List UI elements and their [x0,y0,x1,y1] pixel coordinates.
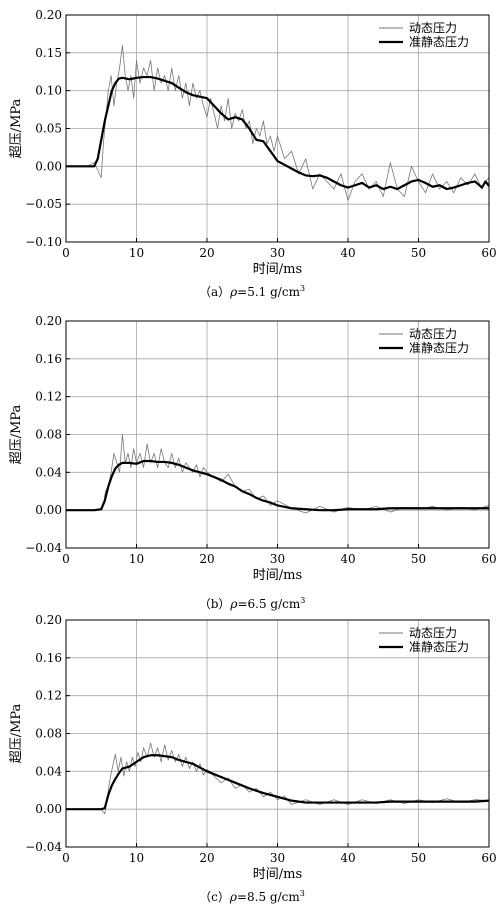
x-tick-label: 10 [129,552,144,566]
x-tick-label: 20 [199,246,214,260]
chart-c-caption-prefix: （c） [199,890,230,904]
chart-c-caption: （c）ρ=8.5 g/cm3 [0,888,504,905]
x-tick-label: 30 [270,246,285,260]
y-tick-label: −0.05 [25,197,62,211]
legend-label: 动态压力 [409,21,457,35]
chart-c-svg: 0 10 20 30 40 50 60 −0.04 0.00 0.04 0.08 0.12 0.16 0.… [9,613,497,882]
x-tick-label: 60 [481,246,496,260]
y-tick-label: 0.04 [35,764,62,778]
legend-label: 动态压力 [409,327,457,341]
x-tick-label: 50 [411,851,426,865]
x-tick-label: 0 [62,851,70,865]
x-tick-label: 50 [411,246,426,260]
x-tick-label: 40 [340,851,355,865]
x-tick-label: 20 [199,552,214,566]
chart-b-caption-symbol: ρ [230,597,238,611]
series-quasistatic-line [66,75,490,191]
y-tick-label: 0.20 [35,8,62,22]
y-tick-label: 0.00 [35,503,62,517]
y-tick-label: 0.20 [35,314,62,328]
x-tick-label: 40 [340,552,355,566]
y-tick-label: 0.08 [35,727,62,741]
y-tick-label: 0.00 [35,802,62,816]
x-tick-label: 0 [62,246,70,260]
chart-c-caption-value: =8.5 g/cm [236,890,300,904]
x-tick-label: 60 [481,552,496,566]
x-tick-label: 30 [270,552,285,566]
chart-panel-b: 0 10 20 30 40 50 60 −0.04 0.00 0.04 0.08 0.12 0.16 0.… [0,305,504,611]
y-axis-label: 超压/MPa [9,98,24,158]
chart-a-caption-sup: 3 [299,284,306,293]
legend-label: 动态压力 [409,626,457,640]
x-tick-label: 40 [340,246,355,260]
chart-panel-a: 0 10 20 30 40 50 60 −0.10 −0.05 0.00 0.05 0.10 0.15 0… [0,0,504,300]
series-dynamic-line [66,44,490,201]
x-tick-label: 0 [62,552,70,566]
x-tick-label: 10 [129,851,144,865]
series-quasistatic-line [66,754,490,811]
legend-label: 准静态压力 [409,35,469,49]
chart-c-caption-symbol: ρ [229,890,237,904]
y-tick-label: 0.20 [35,613,62,627]
chart-b-caption-sup: 3 [300,596,306,605]
chart-a-svg: 0 10 20 30 40 50 60 −0.10 −0.05 0.00 0.05 0.10 0.15 0… [9,8,497,277]
x-tick-label: 60 [481,851,496,865]
x-tick-label: 30 [270,851,285,865]
y-tick-label: −0.04 [25,840,62,854]
y-axis-label: 超压/MPa [9,703,24,763]
y-tick-label: 0.15 [35,46,62,60]
series-dynamic-line [66,434,490,514]
y-tick-label: 0.10 [35,84,62,98]
series-dynamic-line [66,742,490,815]
x-axis-label: 时间/ms [253,262,302,277]
chart-b-svg: 0 10 20 30 40 50 60 −0.04 0.00 0.04 0.08 0.12 0.16 0.… [9,314,497,583]
y-tick-label: 0.16 [35,352,62,366]
y-tick-label: 0.08 [35,428,62,442]
chart-a-caption-symbol: ρ [230,285,238,299]
x-tick-label: 50 [411,552,426,566]
legend-label: 准静态压力 [409,341,469,355]
chart-b-caption-prefix: （b） [198,597,231,611]
y-tick-label: −0.10 [25,235,62,249]
x-axis-label: 时间/ms [253,568,302,583]
y-tick-label: −0.04 [25,541,62,555]
y-tick-label: 0.00 [35,159,62,173]
chart-panel-c: 0 10 20 30 40 50 60 −0.04 0.00 0.04 0.08 0.12 0.16 0.… [0,608,504,908]
y-tick-label: 0.04 [35,465,62,479]
x-tick-label: 20 [199,851,214,865]
series-quasistatic-line [66,459,489,512]
x-axis-label: 时间/ms [253,867,302,882]
y-tick-label: 0.12 [35,689,62,703]
y-tick-label: 0.12 [35,390,62,404]
chart-a-caption-value: =5.1 g/cm [237,285,300,299]
chart-b-caption: （b）ρ=6.5 g/cm3 [0,595,504,612]
y-tick-label: 0.16 [35,651,62,665]
x-tick-label: 10 [129,246,144,260]
legend-label: 准静态压力 [409,640,469,654]
y-axis-label: 超压/MPa [9,404,24,464]
chart-b-caption-value: =6.5 g/cm [237,597,301,611]
y-tick-label: 0.05 [35,122,62,136]
chart-a-caption: （a）ρ=5.1 g/cm3 [0,283,504,300]
chart-a-caption-prefix: （a） [198,285,231,299]
chart-c-caption-sup: 3 [299,889,305,898]
